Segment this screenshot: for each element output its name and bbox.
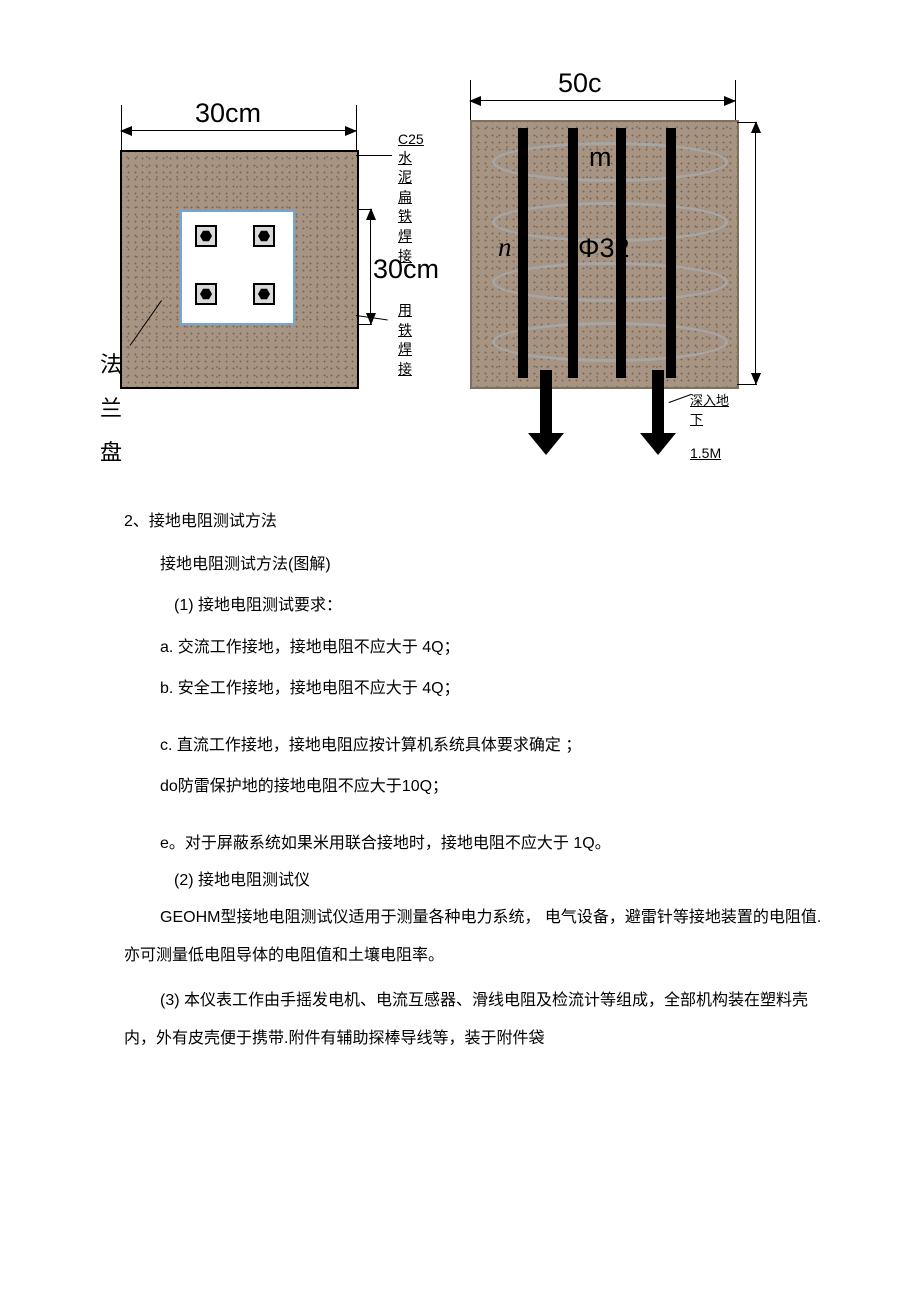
dim-line bbox=[370, 209, 371, 324]
req-a: a. 交流工作接地，接地电阻不应大于 4Q； bbox=[124, 630, 824, 665]
left-diagram bbox=[120, 150, 355, 385]
req-b: b. 安全工作接地，接地电阻不应大于 4Q； bbox=[124, 671, 824, 706]
leader-line bbox=[669, 394, 692, 403]
req-d: do防雷保护地的接地电阻不应大于10Q； bbox=[124, 769, 824, 804]
rebar bbox=[666, 128, 676, 378]
dim-label-m: m bbox=[589, 142, 612, 173]
dim-line bbox=[755, 122, 756, 384]
page: 30cm 30cm C25 水 泥 扁 铁 焊 接 用 铁 焊 接 法 兰 bbox=[0, 0, 920, 1105]
leader-line bbox=[356, 155, 392, 156]
req-header: (1) 接地电阻测试要求： bbox=[124, 588, 824, 623]
note-weld: 用 铁 焊 接 bbox=[398, 302, 414, 380]
bolt-icon bbox=[253, 283, 275, 305]
flange-label: 法 兰 盘 bbox=[100, 343, 122, 475]
bolt-icon bbox=[253, 225, 275, 247]
dim-line bbox=[470, 100, 735, 101]
req-c: c. 直流工作接地，接地电阻应按计算机系统具体要求确定 ； bbox=[124, 728, 824, 763]
req-e: e。对于屏蔽系统如果米用联合接地时，接地电阻不应大于 1Q。 bbox=[124, 826, 824, 861]
tester-body: GEOHM型接地电阻测试仪适用于测量各种电力系统， 电气设备，避雷针等接地装置的… bbox=[124, 899, 824, 976]
note-c25: C25 水 泥 扁 铁 焊 接 bbox=[398, 130, 414, 267]
tester-header: (2) 接地电阻测试仪 bbox=[124, 868, 824, 894]
n-label: n bbox=[498, 232, 512, 263]
diagram-area: 30cm 30cm C25 水 泥 扁 铁 焊 接 用 铁 焊 接 法 兰 bbox=[110, 90, 810, 480]
arrow-down-icon bbox=[540, 370, 552, 435]
dim-label-50c: 50c bbox=[558, 68, 602, 99]
arrow-down-icon bbox=[652, 370, 664, 435]
bolt-icon bbox=[195, 225, 217, 247]
section-title: 2、接地电阻测试方法 bbox=[124, 504, 824, 539]
depth-label: 1.5M bbox=[690, 445, 721, 461]
rebar bbox=[568, 128, 578, 378]
ground-label: 深入地 下 bbox=[690, 390, 729, 428]
rebar bbox=[518, 128, 528, 378]
dim-line bbox=[121, 130, 356, 131]
text-content: 2、接地电阻测试方法 接地电阻测试方法(图解) (1) 接地电阻测试要求： a.… bbox=[124, 504, 824, 1059]
instrument-body: (3) 本仪表工作由手摇发电机、电流互感器、滑线电阻及检流计等组成，全部机构装在… bbox=[124, 982, 824, 1059]
rebar-label: Φ32 bbox=[578, 233, 630, 264]
bolt-icon bbox=[195, 283, 217, 305]
dim-label-30cm: 30cm bbox=[195, 98, 261, 129]
subtitle: 接地电阻测试方法(图解) bbox=[124, 547, 824, 582]
